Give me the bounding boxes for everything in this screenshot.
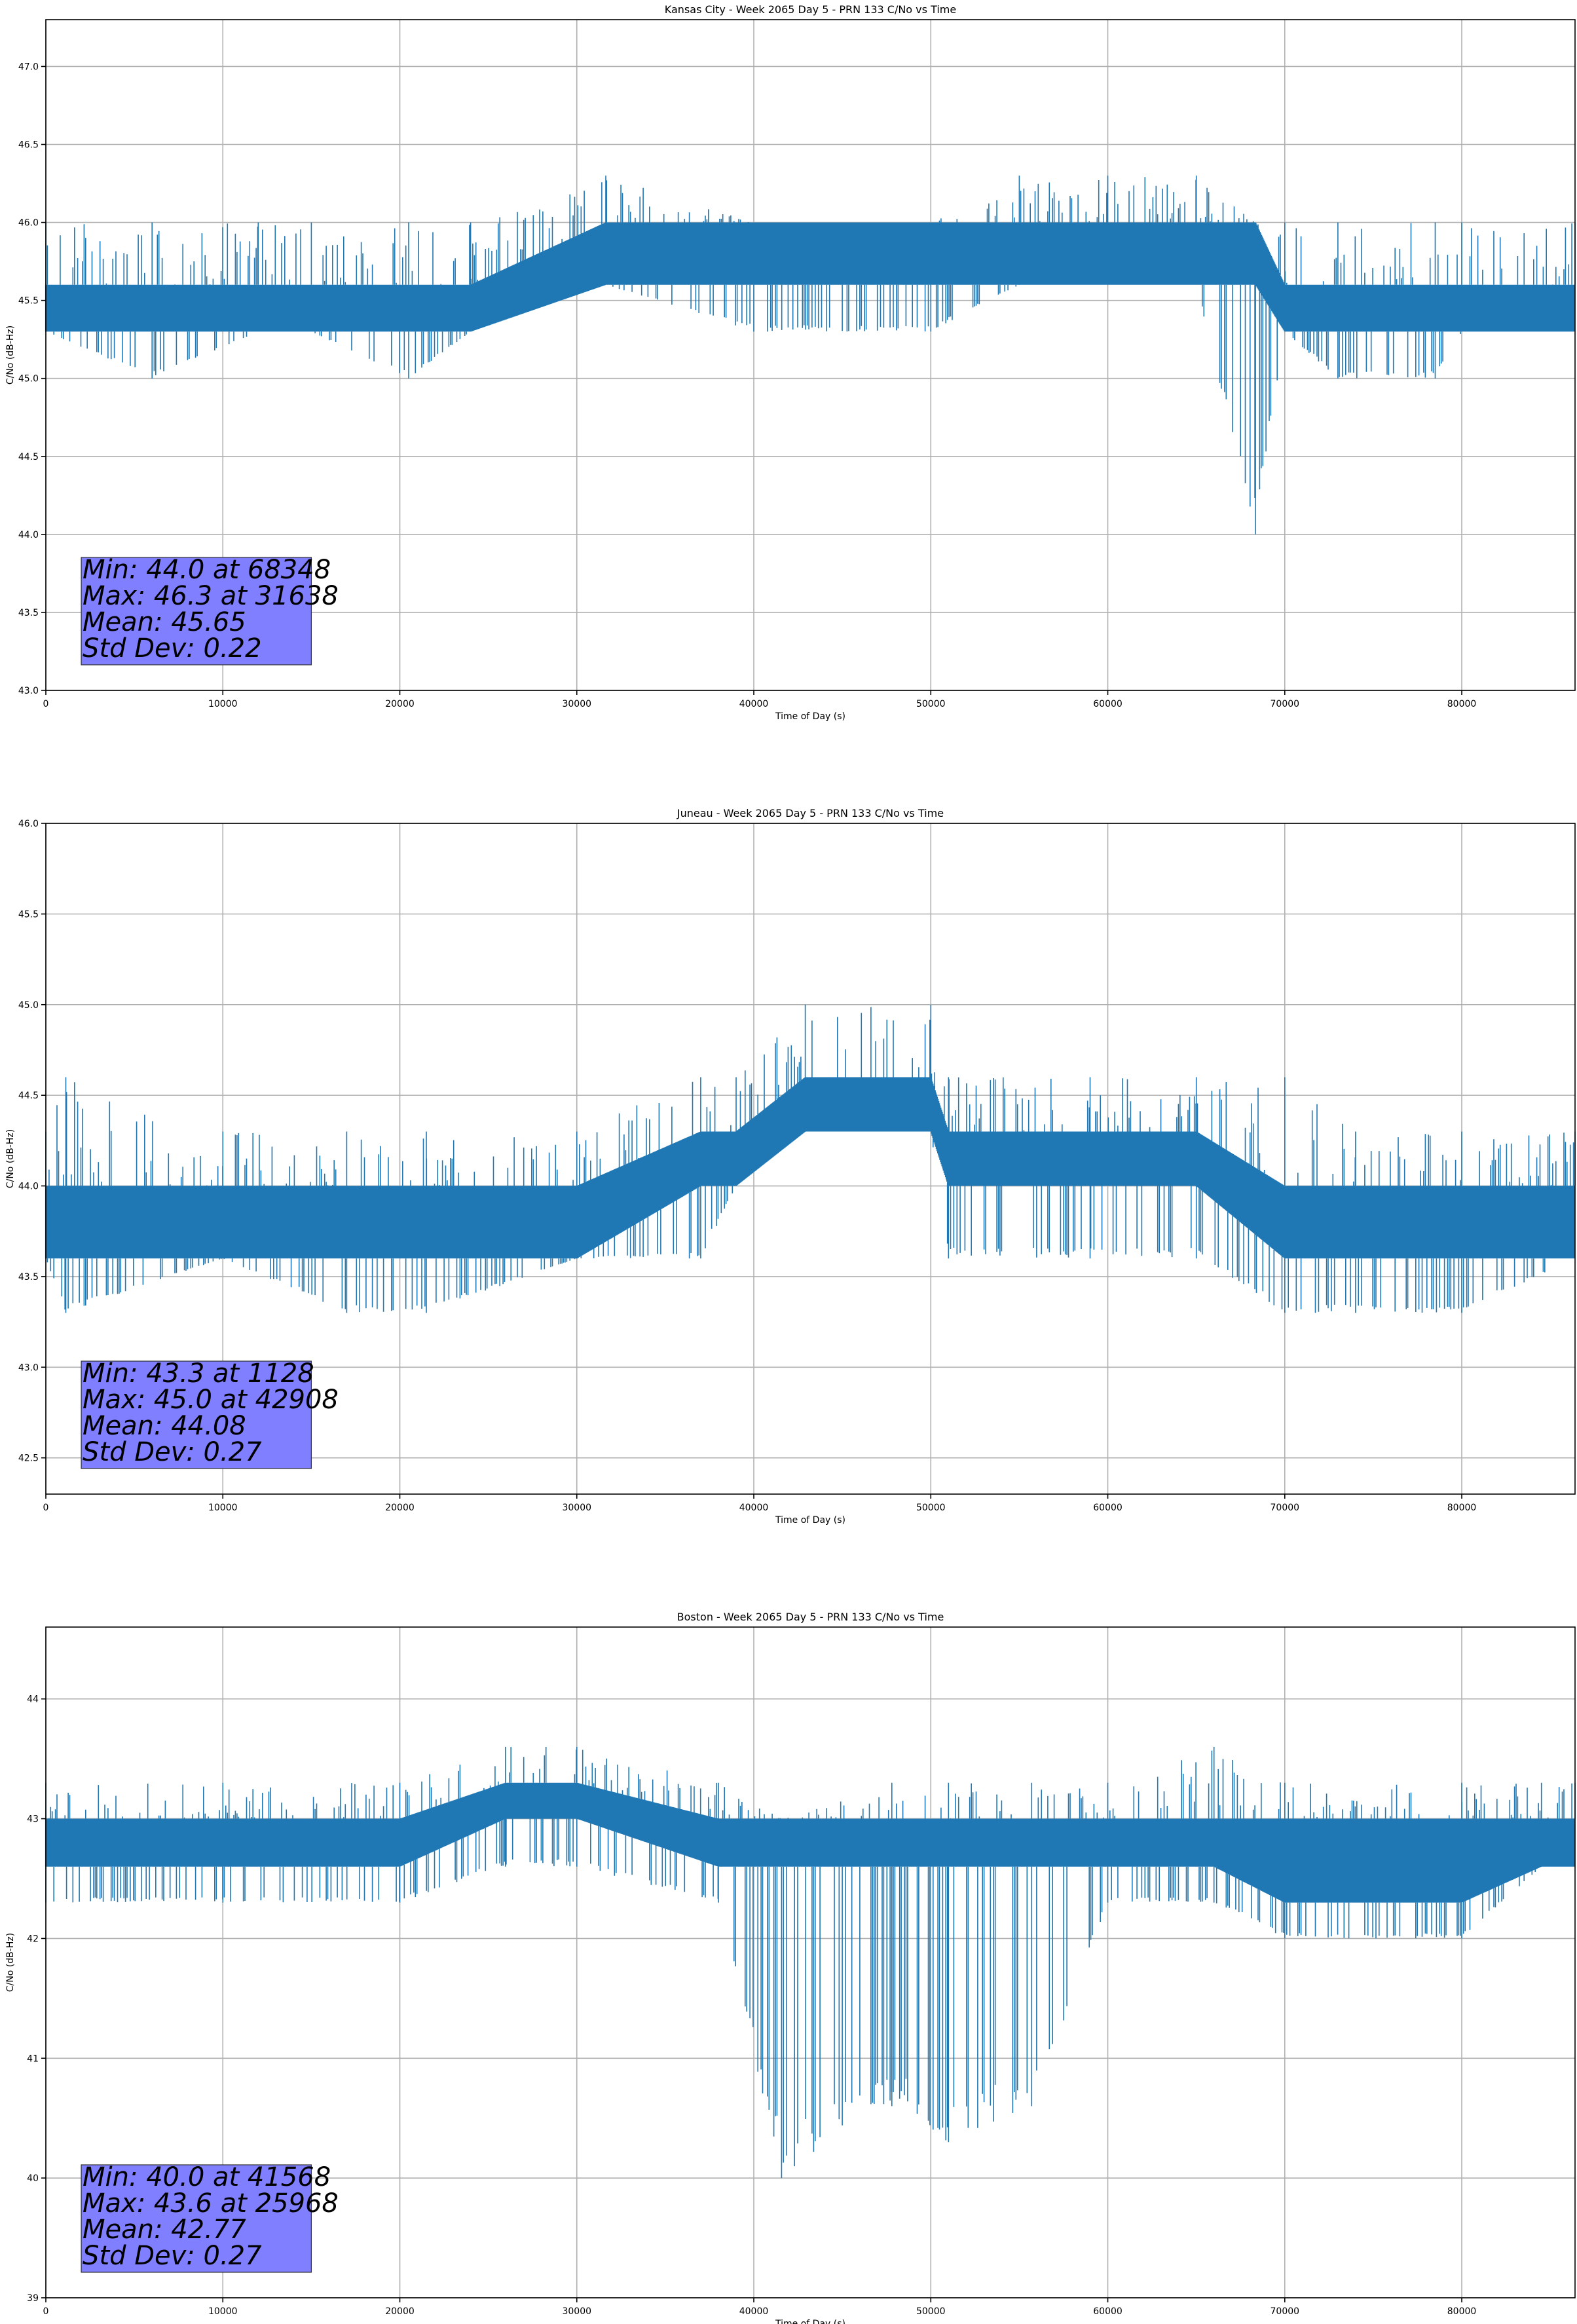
juneau-y-tick-label: 45.5: [18, 909, 39, 920]
juneau-x-axis-label: Time of Day (s): [775, 1515, 845, 1526]
kansas-city-chart-title: Kansas City - Week 2065 Day 5 - PRN 133 …: [665, 3, 956, 16]
juneau-x-tick-label: 30000: [562, 1503, 591, 1513]
juneau-stats-line: Std Dev: 0.27: [83, 1437, 262, 1467]
juneau-x-tick-label: 70000: [1271, 1503, 1300, 1513]
boston-x-tick-label: 20000: [385, 2306, 415, 2317]
boston-x-tick-label: 80000: [1447, 2306, 1477, 2317]
juneau-stats-line: Max: 45.0 at 42908: [83, 1385, 339, 1415]
juneau-x-tick-label: 40000: [739, 1503, 769, 1513]
kansas-city-cno-spikes: [45, 176, 1576, 534]
kansas-city-x-tick-label: 80000: [1447, 699, 1477, 709]
kansas-city-chart-panel: 0 10000 20000 30000 40000 50000 60000 70000 8000…: [5, 3, 1576, 722]
juneau-stats-box: [81, 1360, 312, 1469]
kansas-city-cno-series-line: [45, 176, 1576, 534]
boston-y-tick-label: 41: [27, 2053, 39, 2064]
juneau-y-tick-label: 44.0: [18, 1182, 39, 1192]
boston-x-tick-label: 40000: [739, 2306, 769, 2317]
kansas-city-y-tick-label: 45.5: [18, 296, 39, 307]
boston-stats-line: Max: 43.6 at 25968: [83, 2188, 339, 2219]
kansas-city-x-tick-label: 10000: [208, 699, 238, 709]
juneau-x-tick-label: 50000: [916, 1503, 946, 1513]
boston-stats-box: [81, 2164, 312, 2273]
boston-y-tick-label: 39: [27, 2293, 39, 2304]
kansas-city-stats-line: Max: 46.3 at 31638: [83, 581, 339, 611]
kansas-city-stats-line: Min: 44.0 at 68348: [83, 555, 331, 585]
juneau-x-tick-label: 60000: [1093, 1503, 1122, 1513]
kansas-city-stats-line: Std Dev: 0.22: [83, 633, 262, 664]
boston-x-tick-label: 70000: [1271, 2306, 1300, 2317]
juneau-y-tick-label: 43.5: [18, 1272, 39, 1283]
kansas-city-y-tick-label: 43.0: [18, 686, 39, 696]
kansas-city-y-tick-label: 44.5: [18, 452, 39, 462]
kansas-city-y-tick-label: 46.0: [18, 218, 39, 229]
kansas-city-y-tick-label: 43.5: [18, 608, 39, 618]
boston-y-tick-label: 43: [27, 1814, 39, 1825]
juneau-cno-band: [45, 1077, 1575, 1259]
juneau-y-tick-label: 44.5: [18, 1091, 39, 1101]
juneau-chart-panel: 0 10000 20000 30000 40000 50000 60000 70000 8000…: [5, 807, 1576, 1526]
juneau-axes-frame: [45, 823, 1576, 1495]
boston-stats-line: Std Dev: 0.27: [83, 2241, 262, 2271]
juneau-y-tick-label: 46.0: [18, 819, 39, 829]
boston-axes-frame: [45, 1626, 1576, 2298]
juneau-x-tick-label: 80000: [1447, 1503, 1477, 1513]
kansas-city-x-tick-label: 30000: [562, 699, 591, 709]
juneau-y-axis-label: C/No (dB-Hz): [5, 1129, 16, 1188]
boston-stats-line: Mean: 42.77: [83, 2215, 246, 2245]
kansas-city-x-tick-label: 50000: [916, 699, 946, 709]
kansas-city-stats-box: [81, 557, 312, 665]
juneau-y-tick-label: 43.0: [18, 1362, 39, 1373]
boston-x-tick-label: 30000: [562, 2306, 591, 2317]
kansas-city-x-tick-label: 70000: [1271, 699, 1300, 709]
kansas-city-x-axis-label: Time of Day (s): [775, 711, 845, 722]
boston-chart-panel: 0 10000 20000 30000 40000 50000 60000 70000 8000…: [5, 1611, 1576, 2324]
kansas-city-x-tick-label: 0: [43, 699, 49, 709]
boston-y-tick-label: 40: [27, 2173, 39, 2184]
kansas-city-stats-line: Mean: 45.65: [83, 607, 246, 637]
juneau-stats-line: Min: 43.3 at 1128: [83, 1359, 314, 1389]
boston-stats-line: Min: 40.0 at 41568: [83, 2162, 331, 2192]
juneau-stats-line: Mean: 44.08: [83, 1411, 246, 1441]
juneau-cno-series-line: [45, 1004, 1576, 1313]
kansas-city-axes-frame: [45, 19, 1576, 691]
juneau-x-tick-label: 0: [43, 1503, 49, 1513]
kansas-city-y-tick-label: 47.0: [18, 62, 39, 72]
juneau-x-tick-label: 20000: [385, 1503, 415, 1513]
boston-y-tick-label: 42: [27, 1934, 39, 1944]
juneau-y-tick-label: 42.5: [18, 1453, 39, 1464]
kansas-city-y-tick-label: 45.0: [18, 374, 39, 384]
juneau-x-tick-label: 10000: [208, 1503, 238, 1513]
kansas-city-y-tick-label: 44.0: [18, 530, 39, 540]
boston-x-tick-label: 60000: [1093, 2306, 1122, 2317]
kansas-city-y-axis-label: C/No (dB-Hz): [5, 326, 16, 384]
boston-y-axis-label: C/No (dB-Hz): [5, 1933, 16, 1992]
boston-x-tick-label: 50000: [916, 2306, 946, 2317]
boston-cno-series-line: [45, 1746, 1576, 2179]
boston-y-tick-label: 44: [27, 1695, 39, 1705]
juneau-y-tick-label: 45.0: [18, 1000, 39, 1011]
kansas-city-x-tick-label: 20000: [385, 699, 415, 709]
kansas-city-x-tick-label: 40000: [739, 699, 769, 709]
boston-cno-band: [45, 1782, 1575, 1903]
juneau-chart-title: Juneau - Week 2065 Day 5 - PRN 133 C/No …: [677, 807, 944, 819]
boston-x-tick-label: 10000: [208, 2306, 238, 2317]
boston-x-tick-label: 0: [43, 2306, 49, 2317]
juneau-cno-spikes: [45, 1004, 1576, 1313]
boston-cno-spikes: [45, 1746, 1576, 2179]
boston-x-axis-label: Time of Day (s): [775, 2319, 845, 2324]
kansas-city-x-tick-label: 60000: [1093, 699, 1122, 709]
kansas-city-y-tick-label: 46.5: [18, 140, 39, 151]
boston-chart-title: Boston - Week 2065 Day 5 - PRN 133 C/No …: [677, 1611, 944, 1623]
